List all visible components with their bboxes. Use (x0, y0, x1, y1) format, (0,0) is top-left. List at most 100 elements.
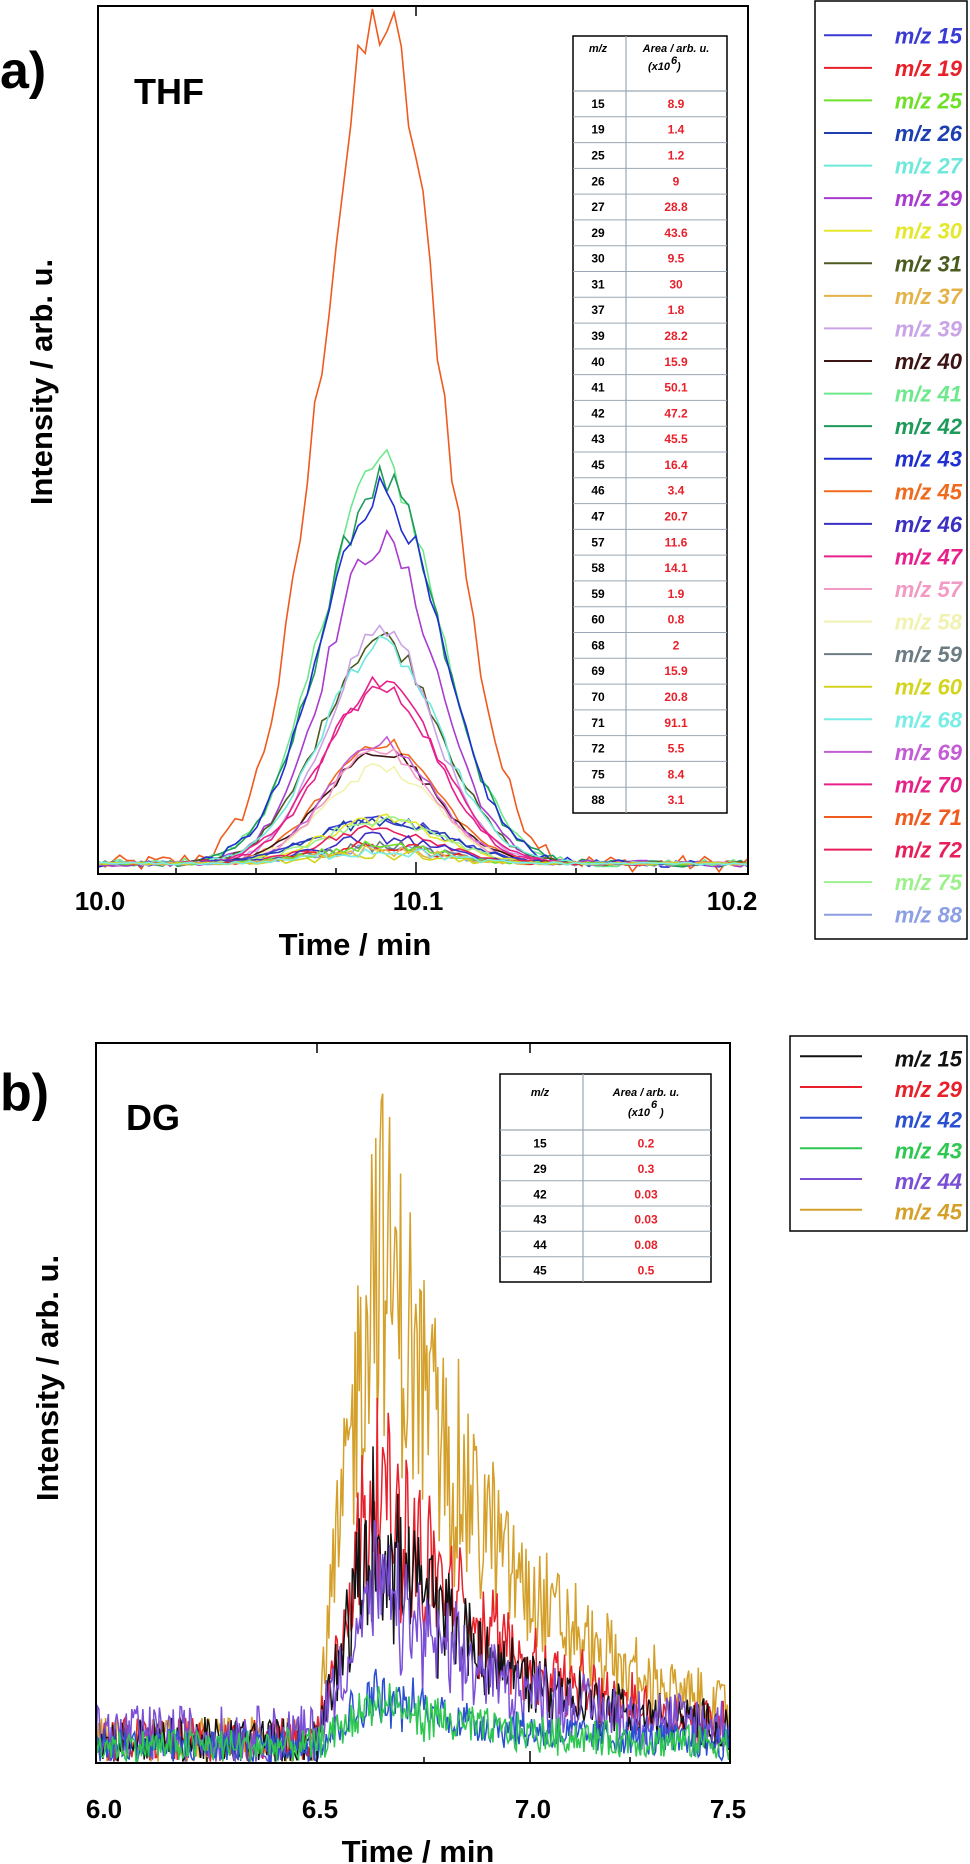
panel-a-legend-label: m/z 75 (895, 870, 963, 895)
panel-a-table-mz: 41 (591, 381, 605, 395)
panel-b-table-area: 0.3 (638, 1162, 655, 1176)
panel-a-table-area: 30 (669, 277, 683, 291)
panel-a-table-mz: 39 (591, 329, 605, 343)
panel-b-area-table: m/z Area / arb. u. (x10 6 ) 15 0.2 29 0.3 42… (499, 1073, 712, 1283)
panel-b-table-mz: 44 (533, 1238, 547, 1252)
panel-a-table-mz: 19 (591, 123, 605, 137)
panel-a-legend-item: m/z 26 (824, 121, 963, 146)
panel-b-legend-item: m/z 45 (800, 1200, 963, 1225)
panel-b-legend-item: m/z 42 (800, 1108, 963, 1133)
panel-b-x-tick: 7.5 (710, 1794, 746, 1824)
panel-a-legend-label: m/z 58 (895, 610, 963, 635)
panel-b-legend-label: m/z 29 (895, 1077, 963, 1102)
panel-b-series-line (95, 1668, 731, 1765)
panel-a-legend-item: m/z 75 (824, 870, 963, 895)
panel-a-table-mz: 42 (591, 406, 605, 420)
panel-a-table-area: 28.2 (664, 329, 688, 343)
panel-a-legend-label: m/z 15 (895, 23, 963, 48)
panel-b-table-rows: 15 0.2 29 0.3 42 0.03 43 0.03 44 0.08 45 0.5 (500, 1137, 711, 1277)
panel-a-table-mz: 68 (591, 638, 605, 652)
panel-b-series-group (95, 1093, 731, 1765)
panel-a-table-mz: 58 (591, 561, 605, 575)
panel-a-legend-item: m/z 69 (824, 740, 963, 765)
panel-a-table-mz: 88 (591, 793, 605, 807)
panel-b-tick-marks (95, 1043, 731, 1763)
panel-a-legend-item: m/z 40 (824, 349, 963, 374)
panel-a-legend-label: m/z 19 (895, 56, 963, 81)
panel-b-legend-label: m/z 42 (895, 1108, 963, 1133)
panel-a-table-area: 1.2 (668, 149, 685, 163)
panel-a-table-area: 16.4 (664, 458, 688, 472)
panel-a-legend-item: m/z 30 (824, 219, 963, 244)
panel-a-table-mz: 45 (591, 458, 605, 472)
panel-b-table-area: 0.03 (634, 1187, 658, 1201)
panel-a-table-mz: 75 (591, 767, 605, 781)
panel-a-legend-label: m/z 43 (895, 447, 962, 472)
panel-a-legend-item: m/z 42 (824, 414, 963, 439)
panel-a-table-frame (572, 35, 728, 814)
panel-a-legend-item: m/z 37 (824, 284, 964, 309)
panel-b-series-line (95, 1520, 731, 1764)
panel-b-legend-item: m/z 29 (800, 1077, 963, 1102)
panel-a-legend-item: m/z 29 (824, 186, 963, 211)
panel-b-x-tick: 7.0 (515, 1794, 551, 1824)
panel-a-table-area: 15.9 (664, 664, 688, 678)
panel-a-legend-item: m/z 68 (824, 707, 963, 732)
panel-b-table-mz: 42 (533, 1187, 547, 1201)
panel-a-legend-label: m/z 26 (895, 121, 963, 146)
panel-a-legend-item: m/z 19 (824, 56, 963, 81)
panel-b-table-header-exp: 6 (651, 1099, 658, 1111)
panel-a-legend-label: m/z 68 (895, 707, 963, 732)
panel-a-tick-marks (97, 6, 749, 874)
panel-a-legend-label: m/z 72 (895, 838, 963, 863)
panel-b-legend-label: m/z 15 (895, 1046, 963, 1071)
panel-b-legend-frame (789, 1035, 968, 1232)
panel-b-legend-label: m/z 45 (895, 1200, 963, 1225)
panel-a-x-tick: 10.1 (393, 886, 444, 916)
panel-a-table-area: 45.5 (664, 432, 688, 446)
panel-a-table-mz: 57 (591, 535, 605, 549)
panel-a-table-mz: 30 (591, 252, 605, 266)
panel-b-legend-item: m/z 44 (800, 1169, 962, 1194)
panel-b-series-line (95, 1093, 731, 1762)
panel-a-series-group (97, 8, 749, 874)
panel-a-legend-label: m/z 88 (895, 903, 963, 928)
panel-a-legend-item: m/z 45 (824, 479, 963, 504)
panel-a-legend-label: m/z 37 (895, 284, 964, 309)
panel-a-table-area: 1.9 (668, 587, 685, 601)
panel-a-table-mz: 40 (591, 355, 605, 369)
panel-a-table-mz: 25 (591, 149, 605, 163)
panel-a-table-area: 20.7 (664, 510, 688, 524)
panel-b-legend-label: m/z 44 (895, 1169, 962, 1194)
panel-a-table-area: 9 (673, 174, 680, 188)
panel-a-inset-title: THF (134, 71, 204, 112)
panel-a-table-area: 47.2 (664, 406, 688, 420)
panel-b-legend-item: m/z 43 (800, 1138, 962, 1163)
panel-a-legend-label: m/z 25 (895, 88, 963, 113)
panel-b-table-header-unit: (x10 (628, 1107, 651, 1119)
panel-a-x-ticks: 10.0 10.1 10.2 (75, 886, 758, 916)
panel-a-table-area: 0.8 (668, 613, 685, 627)
panel-a-x-tick: 10.2 (707, 886, 758, 916)
panel-b-table-area: 0.03 (634, 1213, 658, 1227)
panel-b-legend-item: m/z 15 (800, 1046, 963, 1071)
panel-a-table-area: 43.6 (664, 226, 688, 240)
panel-a-table-area: 1.8 (668, 303, 685, 317)
panel-a-legend-label: m/z 45 (895, 479, 963, 504)
panel-a-legend-label: m/z 30 (895, 219, 963, 244)
panel-a-x-title: Time / min (279, 927, 432, 962)
panel-a-table-mz: 31 (591, 277, 605, 291)
panel-a-x-tick: 10.0 (75, 886, 126, 916)
panel-a-table-area: 11.6 (665, 535, 688, 549)
panel-a-table-area: 5.5 (668, 742, 685, 756)
panel-a-legend-item: m/z 41 (824, 382, 962, 407)
panel-a-legend-label: m/z 39 (895, 316, 963, 341)
panel-a-legend-item: m/z 72 (824, 838, 963, 863)
panel-a-letter: a) (0, 42, 46, 100)
panel-a-legend-item: m/z 25 (824, 88, 963, 113)
panel-a-legend-frame (814, 0, 968, 940)
panel-a-legend-item: m/z 59 (824, 642, 963, 667)
panel-a-table-area: 28.8 (664, 200, 688, 214)
panel-a-table-mz: 59 (591, 587, 605, 601)
panel-a-legend-label: m/z 40 (895, 349, 963, 374)
